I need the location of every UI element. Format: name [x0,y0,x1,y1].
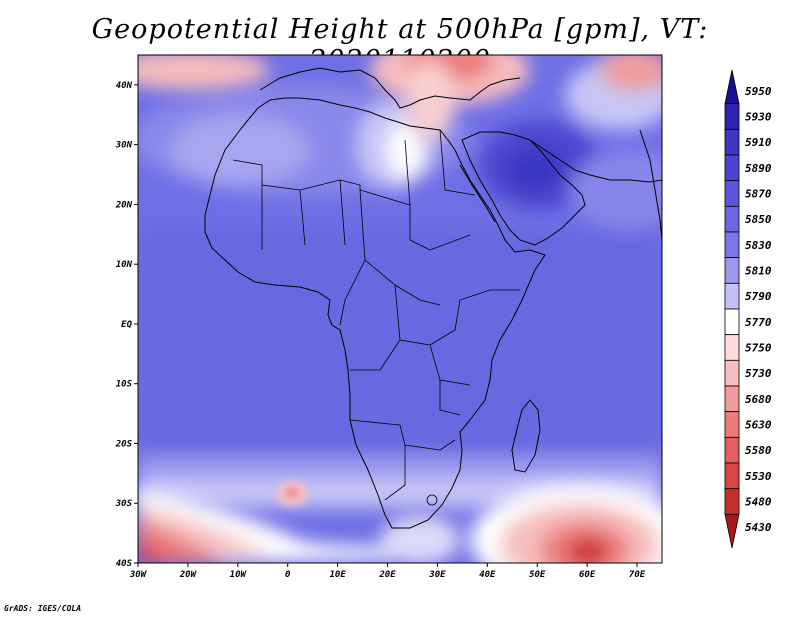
colorbar: 5950 5930 5910 5890 5870 5850 5830 5810 5790 5770… [724,69,772,549]
colorbar-label: 5930 [745,111,772,124]
lon-tick-label: 20W [179,570,198,580]
coastlines [204,67,662,529]
colorbar-label: 5430 [745,521,772,534]
colorbar-label: 5950 [745,85,772,98]
lon-tick-label: 20E [378,570,396,580]
colorbar-swatch [724,359,740,387]
credit-text: GrADS: IGES/COLA [4,604,82,613]
colorbar-label: 5680 [745,393,772,406]
lat-tick-label: 10S [116,380,133,390]
colorbar-label: 5850 [745,213,772,226]
lon-tick-label: 0 [285,570,291,580]
colorbar-label: 5890 [745,162,772,175]
india-coastline [639,129,662,241]
colorbar-label: 5870 [745,188,772,201]
colorbar-label: 5530 [745,470,772,483]
lon-tick-label: 30E [428,570,446,580]
colorbar-swatch [724,257,740,284]
colorbar-swatch [724,282,740,310]
lat-tick-label: 30S [115,499,133,509]
height-field [138,55,662,563]
colorbar-bottom-arrow [724,513,740,549]
lon-tick-label: 10E [329,570,346,580]
colorbar-top-arrow [724,69,740,105]
colorbar-swatch [724,334,740,361]
map-frame [137,54,663,564]
lat-tick-label: 10N [116,260,133,270]
colorbar-swatch [724,411,740,438]
colorbar-label: 5730 [745,367,772,380]
latitude-axis: 40N 30N 20N 10N EQ 10S 20S 30S 40S [115,81,138,569]
lat-tick-label: EQ [121,320,132,330]
africa-coastline [204,97,546,529]
madagascar-coastline [511,399,541,473]
colorbar-label: 5480 [745,496,772,509]
colorbar-swatch [724,462,740,490]
longitude-axis: 30W 20W 10W 0 10E 20E 30E 40E 50E 60E 70E [129,563,646,580]
colorbar-swatch [724,436,740,464]
colorbar-label: 5580 [745,444,772,457]
colorbar-swatch [724,488,740,515]
lon-tick-label: 40E [479,570,496,580]
lat-tick-label: 20N [115,200,133,210]
colorbar-swatch [724,180,740,207]
arabia-coastline [461,131,586,246]
colorbar-swatch [724,205,740,233]
colorbar-swatch [724,154,740,182]
colorbar-swatch [724,385,740,413]
colorbar-label: 5770 [745,316,772,329]
lon-tick-label: 10W [230,570,248,580]
colorbar-label: 5790 [745,290,772,303]
europe-coastline [259,67,521,109]
colorbar-label: 5630 [745,419,772,432]
lat-tick-label: 40N [116,81,133,91]
colorbar-swatch [724,308,740,336]
lat-tick-label: 30N [115,141,133,151]
lat-tick-label: 40S [116,559,133,569]
lon-tick-label: 60E [579,570,596,580]
colorbar-label: 5910 [745,136,772,149]
lat-tick-label: 20S [115,439,133,449]
colorbar-swatch [724,128,740,156]
colorbar-swatch [724,231,740,259]
lon-tick-label: 30W [129,570,148,580]
colorbar-label: 5810 [745,265,772,278]
lon-tick-label: 50E [529,570,546,580]
colorbar-label: 5750 [745,342,772,355]
lon-tick-label: 70E [629,570,646,580]
colorbar-label: 5830 [745,239,772,252]
colorbar-swatch [724,103,740,130]
